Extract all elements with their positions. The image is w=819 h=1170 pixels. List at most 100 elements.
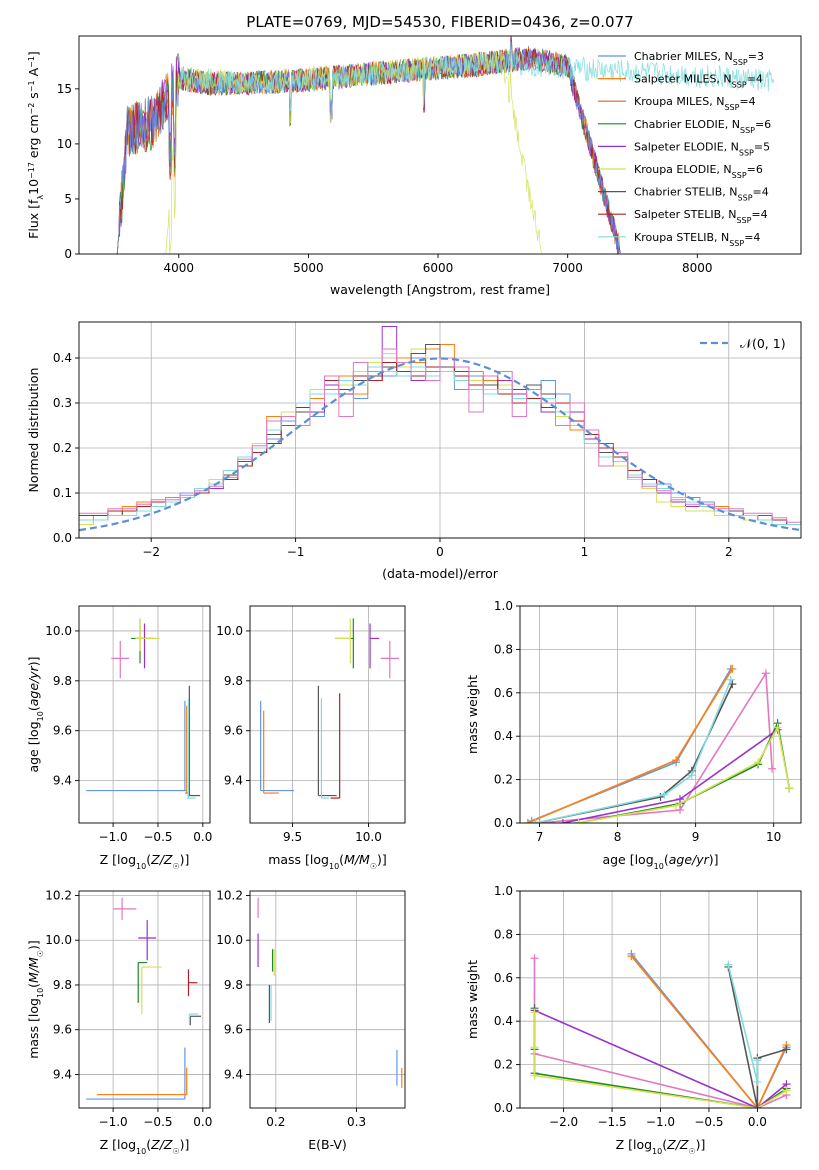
y-tick-label: 0.8	[494, 642, 513, 656]
errorbar-point	[188, 1013, 199, 1026]
x-tick-label: 0.3	[347, 1115, 366, 1129]
y-tick-label: 9.8	[224, 978, 243, 992]
errorbar-point	[187, 685, 201, 797]
gaussian-curve	[79, 357, 801, 532]
errorbar-point	[137, 961, 148, 1003]
errorbar-point	[131, 618, 154, 664]
panel-residuals: −2 −1 0 1 2 0.0 0.1 0.2 0.3 0.4 𝒩(0, 1) (data-model…	[26, 321, 802, 581]
y-tick-label: 0.0	[53, 531, 72, 545]
series-line	[539, 670, 773, 823]
y-axis-label: Normed distribution	[26, 368, 41, 493]
x-tick-label: 0	[436, 545, 444, 559]
legend-entry: Kroupa MILES, NSSP=4	[634, 95, 756, 112]
errorbar-point	[260, 700, 295, 792]
plus-marker	[785, 784, 794, 793]
y-tick-label: 9.8	[53, 674, 72, 688]
panel-mass_vs_Z: −1.0 −0.5 0.0 9.4 9.6 9.8 10.0 10.2 Z [log10(Z/Z…	[26, 888, 212, 1155]
weight-series	[523, 664, 737, 823]
series-line	[534, 1009, 788, 1108]
y-tick-label: 0.2	[494, 773, 513, 787]
plus-marker	[782, 1045, 791, 1054]
y-axis-label: Flux [fλ10−17 erg cm−2 s−1 A−1]	[26, 51, 45, 239]
y-tick-label: 0.6	[494, 686, 513, 700]
plus-marker	[753, 1056, 762, 1065]
x-tick-label: −1	[287, 545, 305, 559]
errorbar-point	[86, 1047, 186, 1100]
y-tick-label: 10	[57, 137, 72, 151]
y-tick-label: 9.4	[53, 1067, 72, 1081]
y-tick-label: 9.4	[224, 774, 243, 788]
y-tick-label: 9.6	[224, 724, 243, 738]
weight-series	[574, 719, 794, 823]
legend-entry: Chabrier ELODIE, NSSP=6	[634, 118, 771, 135]
series-line	[562, 729, 779, 823]
x-tick-label: 6000	[423, 261, 454, 275]
errorbar-point	[335, 618, 351, 664]
legend-entry: Chabrier STELIB, NSSP=4	[634, 186, 769, 203]
plus-marker	[728, 664, 737, 673]
plus-marker	[530, 1071, 539, 1080]
x-tick-label: −0.5	[143, 830, 172, 844]
legend-entry: Kroupa ELODIE, NSSP=6	[634, 163, 763, 180]
y-tick-label: 9.8	[224, 674, 243, 688]
chart-title: PLATE=0769, MJD=54530, FIBERID=0436, z=0…	[246, 13, 633, 31]
plus-marker	[726, 675, 735, 684]
series-line	[527, 668, 733, 823]
y-tick-label: 10.0	[45, 933, 72, 947]
y-axis-label: mass weight	[465, 960, 480, 1039]
legend-entry: 𝒩(0, 1)	[740, 336, 786, 351]
y-tick-label: 0	[64, 247, 72, 261]
y-tick-label: 10.2	[45, 888, 72, 902]
y-tick-label: 9.4	[53, 774, 72, 788]
series-line	[578, 725, 791, 823]
axes-frame	[78, 605, 211, 824]
plus-marker	[530, 954, 539, 963]
x-axis-label: Z [log10(Z/Z☉)]	[616, 1137, 706, 1156]
x-tick-label: −2.0	[549, 1115, 578, 1129]
y-tick-label: 9.8	[53, 978, 72, 992]
series-line	[535, 679, 732, 823]
errorbar-point	[141, 966, 162, 1015]
x-tick-label: −0.5	[694, 1115, 723, 1129]
x-tick-label: 9.5	[283, 830, 302, 844]
x-tick-label: −1.0	[99, 830, 128, 844]
y-tick-label: 9.4	[224, 1067, 243, 1081]
plot-area	[257, 897, 403, 1088]
plus-marker	[531, 819, 540, 823]
axes-frame	[249, 890, 406, 1109]
plus-marker	[660, 790, 669, 799]
plus-marker	[676, 795, 685, 804]
x-axis-label: age [log10(age/yr)]	[602, 852, 718, 871]
axes-frame	[78, 35, 802, 255]
plus-marker	[530, 1008, 539, 1017]
x-tick-label: 8000	[682, 261, 713, 275]
x-axis-label: Z [log10(Z/Z☉)]	[100, 1137, 190, 1156]
legend-entry: Salpeter ELODIE, NSSP=5	[634, 140, 770, 157]
plus-marker	[574, 819, 583, 823]
panel-mass_vs_ebv: 0.2 0.3 9.4 9.6 9.8 10.0 10.2 E(B-V)	[216, 888, 406, 1152]
y-tick-label: 1.0	[494, 884, 513, 898]
plot-area	[260, 618, 399, 799]
errorbar-point	[263, 710, 279, 794]
y-tick-label: 10.0	[216, 624, 243, 638]
y-tick-label: 0.0	[494, 816, 513, 830]
y-tick-label: 0.4	[494, 729, 513, 743]
plot-area	[116, 36, 775, 254]
plus-marker	[672, 756, 681, 765]
x-tick-label: 9	[692, 830, 700, 844]
y-tick-label: 0.2	[53, 441, 72, 455]
errorbar-point	[86, 700, 187, 792]
plot-area	[523, 664, 794, 823]
axes-frame	[78, 890, 211, 1109]
plus-marker	[782, 1086, 791, 1095]
plus-marker	[761, 669, 770, 678]
legend-entry: Salpeter STELIB, NSSP=4	[634, 208, 768, 225]
x-tick-label: 0.0	[193, 830, 212, 844]
x-tick-label: −1.0	[99, 1115, 128, 1129]
y-tick-label: 0.0	[494, 1101, 513, 1115]
x-tick-label: 8	[614, 830, 622, 844]
y-tick-label: 9.6	[224, 1023, 243, 1037]
x-axis-label: (data-model)/error	[382, 566, 499, 581]
plus-marker	[773, 723, 782, 732]
